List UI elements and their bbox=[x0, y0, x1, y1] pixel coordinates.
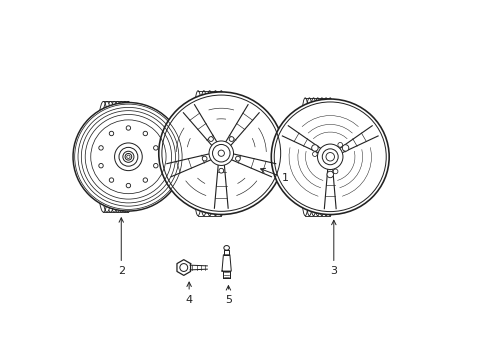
Ellipse shape bbox=[122, 151, 134, 162]
Ellipse shape bbox=[114, 143, 142, 171]
Polygon shape bbox=[222, 255, 231, 271]
Ellipse shape bbox=[119, 147, 138, 166]
Ellipse shape bbox=[337, 143, 342, 147]
Ellipse shape bbox=[122, 102, 135, 212]
Polygon shape bbox=[177, 260, 190, 275]
Ellipse shape bbox=[103, 102, 117, 212]
Ellipse shape bbox=[208, 141, 233, 166]
Ellipse shape bbox=[209, 91, 221, 216]
Ellipse shape bbox=[312, 152, 317, 157]
Ellipse shape bbox=[332, 169, 337, 174]
Ellipse shape bbox=[125, 153, 131, 160]
Ellipse shape bbox=[317, 144, 342, 170]
Ellipse shape bbox=[324, 98, 335, 216]
Ellipse shape bbox=[229, 137, 233, 141]
Ellipse shape bbox=[198, 91, 209, 216]
Ellipse shape bbox=[159, 92, 283, 215]
Ellipse shape bbox=[304, 98, 314, 216]
Ellipse shape bbox=[311, 145, 318, 151]
Ellipse shape bbox=[320, 98, 331, 216]
Ellipse shape bbox=[212, 144, 229, 162]
Text: 1: 1 bbox=[260, 168, 288, 183]
Ellipse shape bbox=[73, 103, 183, 211]
Ellipse shape bbox=[322, 149, 338, 165]
Ellipse shape bbox=[111, 102, 124, 212]
Ellipse shape bbox=[326, 171, 333, 178]
Ellipse shape bbox=[271, 99, 388, 215]
Ellipse shape bbox=[203, 91, 215, 216]
Ellipse shape bbox=[118, 102, 131, 212]
Ellipse shape bbox=[208, 137, 213, 141]
Text: 5: 5 bbox=[224, 286, 231, 305]
Ellipse shape bbox=[107, 102, 121, 212]
Ellipse shape bbox=[215, 91, 226, 216]
Ellipse shape bbox=[307, 98, 318, 216]
Text: 3: 3 bbox=[329, 220, 337, 276]
Text: 4: 4 bbox=[185, 282, 192, 305]
Ellipse shape bbox=[202, 156, 206, 161]
Ellipse shape bbox=[219, 168, 223, 173]
Ellipse shape bbox=[312, 98, 323, 216]
Ellipse shape bbox=[316, 98, 326, 216]
Ellipse shape bbox=[235, 156, 240, 161]
Ellipse shape bbox=[342, 145, 348, 151]
Ellipse shape bbox=[100, 102, 113, 212]
Ellipse shape bbox=[114, 102, 128, 212]
Text: 2: 2 bbox=[118, 218, 124, 276]
